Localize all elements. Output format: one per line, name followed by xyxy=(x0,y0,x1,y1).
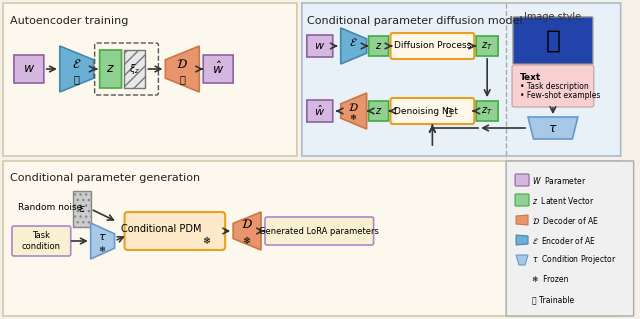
Polygon shape xyxy=(60,46,93,92)
Text: $\mathcal{E}$: $\mathcal{E}$ xyxy=(349,36,358,48)
Text: Conditional PDM: Conditional PDM xyxy=(121,224,202,234)
Text: $\mathcal{E}$: $\mathcal{E}$ xyxy=(72,57,81,70)
Text: Task
condition: Task condition xyxy=(21,231,60,251)
Text: ❄️: ❄️ xyxy=(350,114,357,122)
FancyBboxPatch shape xyxy=(515,194,529,206)
FancyBboxPatch shape xyxy=(100,50,122,88)
Polygon shape xyxy=(516,235,528,245)
Text: Denoising Net: Denoising Net xyxy=(394,107,458,115)
FancyBboxPatch shape xyxy=(265,217,374,245)
Text: 🔥: 🔥 xyxy=(179,74,185,84)
Text: $\tau$: $\tau$ xyxy=(548,122,557,135)
Text: Image style: Image style xyxy=(524,12,582,22)
Text: $\hat{w}$: $\hat{w}$ xyxy=(314,104,325,118)
Text: $\hat{w}$: $\hat{w}$ xyxy=(212,61,224,77)
Text: $z$  Latent Vector: $z$ Latent Vector xyxy=(532,195,595,205)
Text: $\mathcal{E}$  Encoder of AE: $\mathcal{E}$ Encoder of AE xyxy=(532,234,596,246)
Text: $\tau$  Condition Projector: $\tau$ Condition Projector xyxy=(532,254,616,266)
Text: ❄  Frozen: ❄ Frozen xyxy=(532,276,568,285)
Text: $\mathcal{D}$: $\mathcal{D}$ xyxy=(348,101,359,113)
Text: $w$: $w$ xyxy=(314,41,325,51)
FancyBboxPatch shape xyxy=(513,17,593,64)
Text: $\xi_z$: $\xi_z$ xyxy=(129,62,140,76)
Text: $z$: $z$ xyxy=(106,63,115,76)
Text: $z$: $z$ xyxy=(375,41,382,51)
FancyBboxPatch shape xyxy=(3,161,621,316)
Text: $z_T$: $z_T$ xyxy=(481,40,493,52)
Text: Generated LoRA parameters: Generated LoRA parameters xyxy=(259,226,379,235)
Text: $w$: $w$ xyxy=(23,63,35,76)
Text: • Few-shot examples: • Few-shot examples xyxy=(520,91,600,100)
Text: $z_T$: $z_T$ xyxy=(481,105,493,117)
Polygon shape xyxy=(91,223,115,259)
FancyBboxPatch shape xyxy=(307,35,333,57)
Text: 🔥: 🔥 xyxy=(445,106,451,116)
FancyBboxPatch shape xyxy=(512,65,594,107)
FancyBboxPatch shape xyxy=(124,50,145,88)
Text: ❄️: ❄️ xyxy=(203,236,211,246)
Polygon shape xyxy=(340,28,367,64)
FancyBboxPatch shape xyxy=(307,100,333,122)
FancyBboxPatch shape xyxy=(12,226,71,256)
FancyBboxPatch shape xyxy=(14,55,44,83)
FancyBboxPatch shape xyxy=(476,36,498,56)
FancyBboxPatch shape xyxy=(390,98,474,124)
Text: ❄️: ❄️ xyxy=(99,246,106,255)
Polygon shape xyxy=(165,46,199,92)
FancyBboxPatch shape xyxy=(369,36,388,56)
FancyBboxPatch shape xyxy=(3,3,297,156)
FancyBboxPatch shape xyxy=(204,55,233,83)
Text: $\mathcal{D}$: $\mathcal{D}$ xyxy=(241,219,253,232)
FancyBboxPatch shape xyxy=(390,33,474,59)
Text: Diffusion Process: Diffusion Process xyxy=(394,41,471,50)
Text: $\mathcal{D}$: $\mathcal{D}$ xyxy=(177,57,188,70)
Polygon shape xyxy=(233,212,261,250)
FancyBboxPatch shape xyxy=(125,212,225,250)
FancyBboxPatch shape xyxy=(506,161,634,316)
Text: Conditional parameter generation: Conditional parameter generation xyxy=(10,173,200,183)
Text: $W$  Parameter: $W$ Parameter xyxy=(532,174,586,186)
Text: Autoencoder training: Autoencoder training xyxy=(10,16,129,26)
Text: Random noise: Random noise xyxy=(18,204,82,212)
Text: $\epsilon$: $\epsilon$ xyxy=(78,204,86,214)
Polygon shape xyxy=(528,117,578,139)
Polygon shape xyxy=(516,215,528,225)
FancyBboxPatch shape xyxy=(369,101,388,121)
Polygon shape xyxy=(516,255,528,265)
Text: 🔥: 🔥 xyxy=(74,74,79,84)
FancyBboxPatch shape xyxy=(302,3,621,156)
Text: Conditional parameter diffusion model: Conditional parameter diffusion model xyxy=(307,16,522,26)
FancyBboxPatch shape xyxy=(73,191,91,227)
Text: Text: Text xyxy=(520,73,541,82)
FancyBboxPatch shape xyxy=(515,174,529,186)
Text: ❄️: ❄️ xyxy=(243,236,251,246)
Text: $\tau$: $\tau$ xyxy=(99,232,107,242)
Text: $z$: $z$ xyxy=(375,106,382,116)
Text: 🌌: 🌌 xyxy=(545,29,561,53)
Polygon shape xyxy=(340,93,367,129)
Text: • Task description: • Task description xyxy=(520,82,589,91)
FancyBboxPatch shape xyxy=(476,101,498,121)
Text: $\mathcal{D}$  Decoder of AE: $\mathcal{D}$ Decoder of AE xyxy=(532,214,599,226)
Text: 🔥 Trainable: 🔥 Trainable xyxy=(532,295,574,305)
